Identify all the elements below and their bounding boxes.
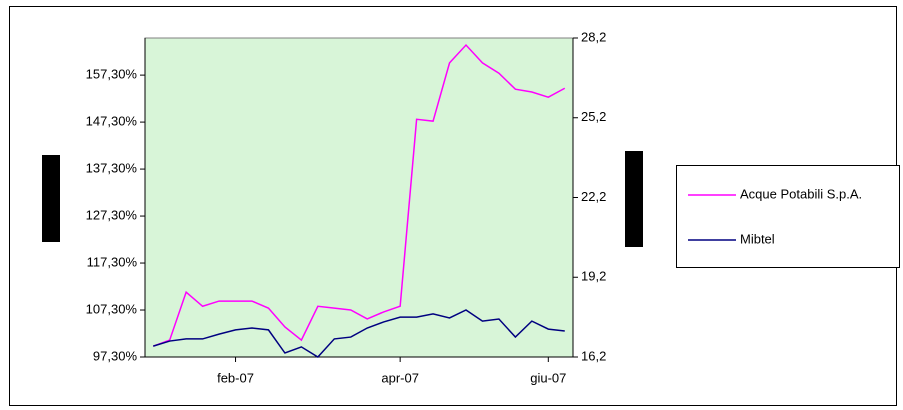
y2-tick-label: 25,2 <box>581 109 606 124</box>
x-tick-label: feb-07 <box>217 370 254 385</box>
redacted-axis-title <box>625 151 643 247</box>
y-tick-label: 97,30% <box>93 348 138 363</box>
y-tick-label: 157,30% <box>86 67 138 82</box>
redacted-axis-title <box>42 155 60 242</box>
legend-box <box>676 165 900 268</box>
y2-tick-label: 19,2 <box>581 269 606 284</box>
y2-tick-label: 28,2 <box>581 29 606 44</box>
y-tick-label: 117,30% <box>87 254 138 269</box>
legend-label: Acque Potabili S.p.A. <box>740 186 862 201</box>
data-line <box>152 43 566 347</box>
y-tick-label: 107,30% <box>86 301 138 316</box>
x-tick-label: apr-07 <box>381 370 419 385</box>
y2-tick-label: 22,2 <box>581 189 606 204</box>
y-tick-label: 127,30% <box>86 207 138 222</box>
plot-area <box>144 37 574 358</box>
y2-tick-label: 16,2 <box>581 348 606 363</box>
legend-label: Mibtel <box>740 231 775 246</box>
y-tick-label: 147,30% <box>86 114 138 129</box>
y-tick-label: 137,30% <box>86 161 138 176</box>
data-line <box>153 309 565 358</box>
x-tick-label: giu-07 <box>530 370 566 385</box>
